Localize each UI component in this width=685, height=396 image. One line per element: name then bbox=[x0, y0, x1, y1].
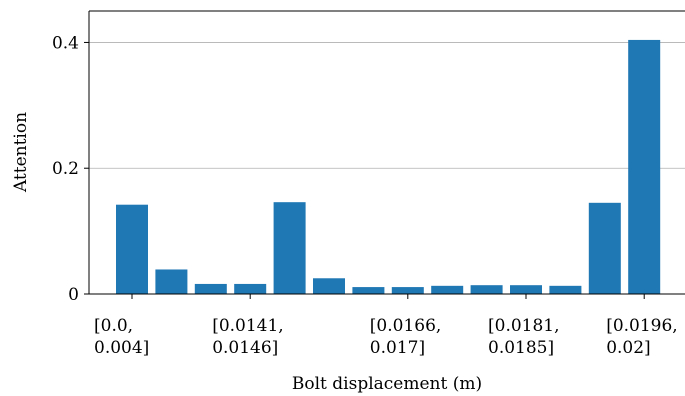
bar-12 bbox=[588, 202, 621, 294]
x-tick-label: [0.0, 0.004] bbox=[94, 316, 149, 358]
y-tick-label: 0 bbox=[68, 285, 79, 305]
bar-0 bbox=[116, 204, 148, 294]
x-axis-title: Bolt displacement (m) bbox=[292, 374, 482, 394]
plot-frame bbox=[88, 10, 685, 295]
x-tick-label: [0.0166, 0.017] bbox=[370, 316, 442, 358]
x-tick-label: [0.0196, 0.02] bbox=[606, 316, 678, 358]
bars-group bbox=[116, 39, 661, 294]
y-tick-label: 0.2 bbox=[52, 159, 79, 179]
bar-13 bbox=[628, 39, 661, 294]
y-tick-label: 0.4 bbox=[52, 33, 79, 53]
y-axis-title: Attention bbox=[11, 112, 31, 193]
bar-5 bbox=[313, 278, 345, 294]
bar-9 bbox=[470, 285, 503, 294]
bar-4 bbox=[273, 202, 306, 294]
bar-11 bbox=[549, 285, 582, 294]
x-tick-label: [0.0181, 0.0185] bbox=[488, 316, 560, 358]
bar-7 bbox=[391, 287, 424, 294]
bar-2 bbox=[194, 283, 227, 294]
x-axis-ticks: [0.0, 0.004] [0.0141, 0.0146] [0.0166, 0.017]… bbox=[94, 294, 678, 358]
y-axis-ticks: 0 0.2 0.4 bbox=[52, 33, 89, 305]
bar-10 bbox=[510, 285, 542, 294]
bar-3 bbox=[234, 283, 267, 294]
grid-lines bbox=[89, 42, 685, 169]
bar-8 bbox=[431, 285, 464, 294]
bar-6 bbox=[352, 287, 385, 294]
bar-1 bbox=[155, 269, 188, 294]
x-tick-label: [0.0141, 0.0146] bbox=[212, 316, 284, 358]
